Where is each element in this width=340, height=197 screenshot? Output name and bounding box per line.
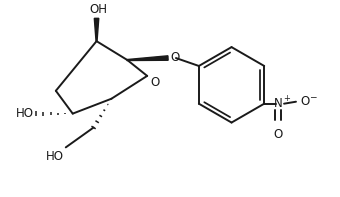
Text: −: − [309,92,317,101]
Text: O: O [300,95,309,108]
Text: O: O [273,127,283,140]
Text: O: O [170,51,179,64]
Text: +: + [283,94,290,103]
Text: HO: HO [16,107,34,120]
Polygon shape [127,56,168,60]
Text: OH: OH [89,3,107,16]
Polygon shape [94,18,99,41]
Text: HO: HO [46,150,64,163]
Text: N: N [274,97,283,110]
Text: O: O [150,76,159,89]
